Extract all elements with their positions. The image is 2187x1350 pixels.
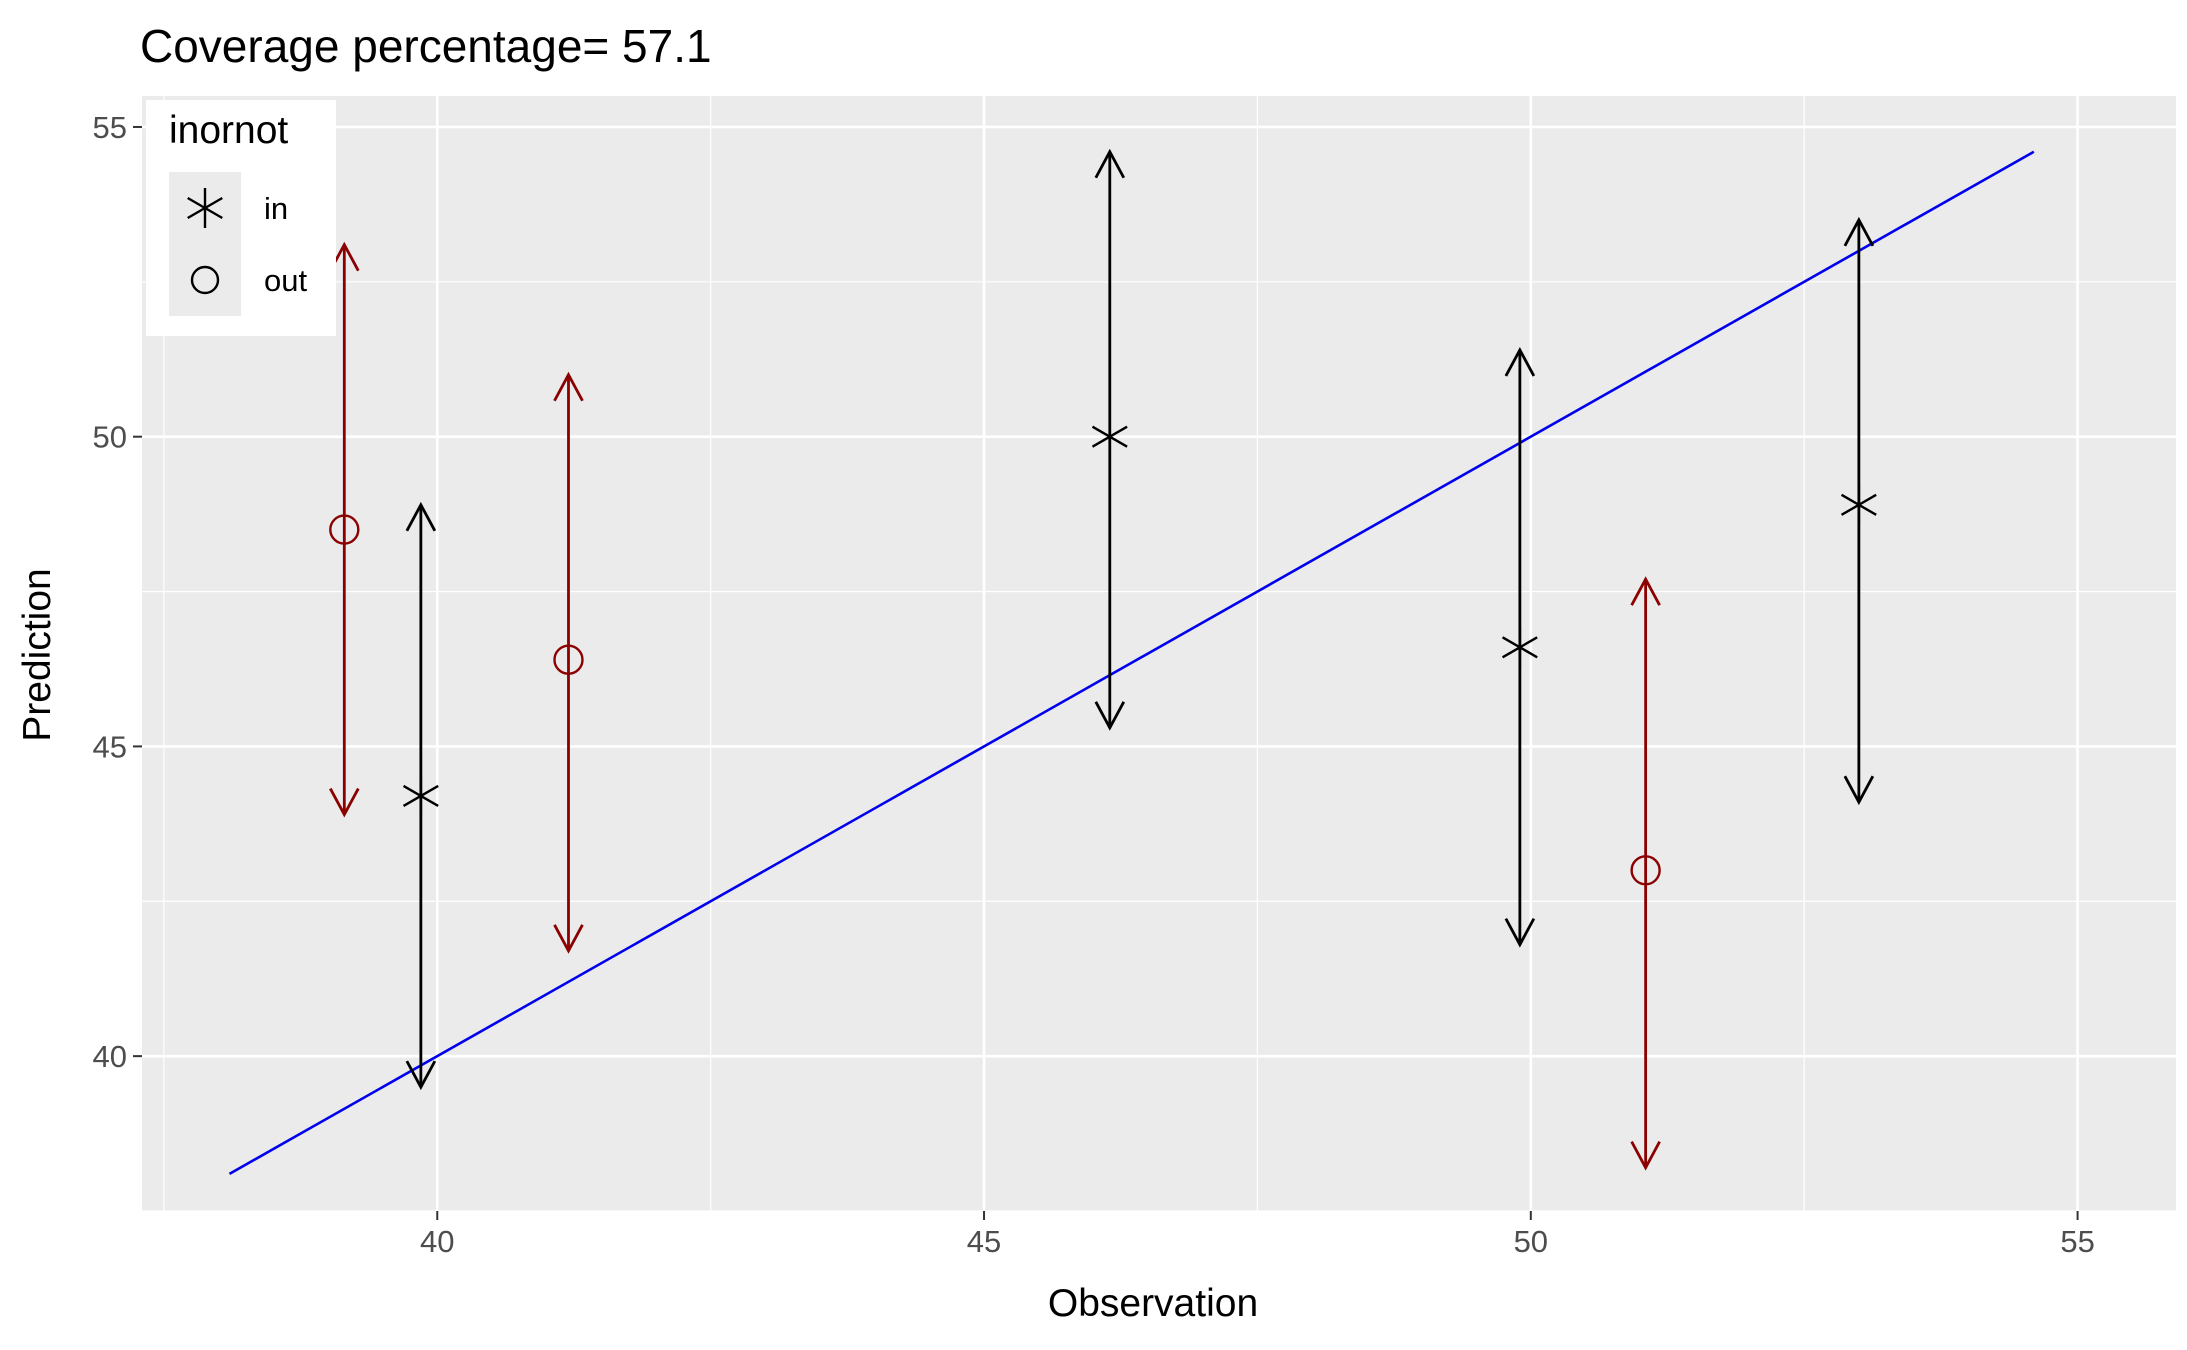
- reference-line-layer: [228, 150, 2035, 1175]
- x-tick-label: 40: [420, 1224, 454, 1259]
- legend-key-in: [187, 188, 223, 228]
- y-axis-title: Prediction: [16, 568, 59, 741]
- legend-label-out: out: [264, 263, 307, 298]
- point-out: [1630, 855, 1661, 886]
- legend-key-out: [190, 265, 220, 295]
- chart-title: Coverage percentage= 57.1: [140, 20, 712, 72]
- legend-asterisk-icon: [187, 188, 223, 228]
- point-out: [329, 514, 360, 545]
- legend-key-bg-out: [169, 244, 241, 316]
- grid-lines: [142, 96, 2176, 1212]
- point-in: [1501, 627, 1538, 668]
- data-points-layer: [329, 416, 1877, 886]
- legend-label-in: in: [264, 191, 288, 226]
- interval-arrow-out: [1630, 576, 1661, 1171]
- legend: inornot in out: [146, 100, 336, 336]
- interval-arrow-out: [553, 371, 584, 954]
- y-tick-label: 50: [93, 420, 127, 455]
- point-out: [553, 644, 584, 675]
- legend-title: inornot: [169, 109, 288, 152]
- legend-circle-icon: [190, 265, 220, 295]
- identity-line: [228, 150, 2035, 1175]
- point-in: [1840, 484, 1877, 525]
- axes: 40 45 50 55 40 45 50 55: [93, 110, 2095, 1259]
- x-axis-title: Observation: [1048, 1282, 1258, 1325]
- y-tick-label: 55: [93, 110, 127, 145]
- plot-panel: [142, 96, 2176, 1211]
- x-tick-label: 50: [1514, 1224, 1548, 1259]
- x-tick-label: 55: [2060, 1224, 2094, 1259]
- point-in: [402, 775, 439, 816]
- y-tick-label: 40: [93, 1039, 127, 1074]
- point-in: [1091, 416, 1128, 457]
- y-tick-label: 45: [93, 729, 127, 764]
- x-tick-label: 45: [967, 1224, 1001, 1259]
